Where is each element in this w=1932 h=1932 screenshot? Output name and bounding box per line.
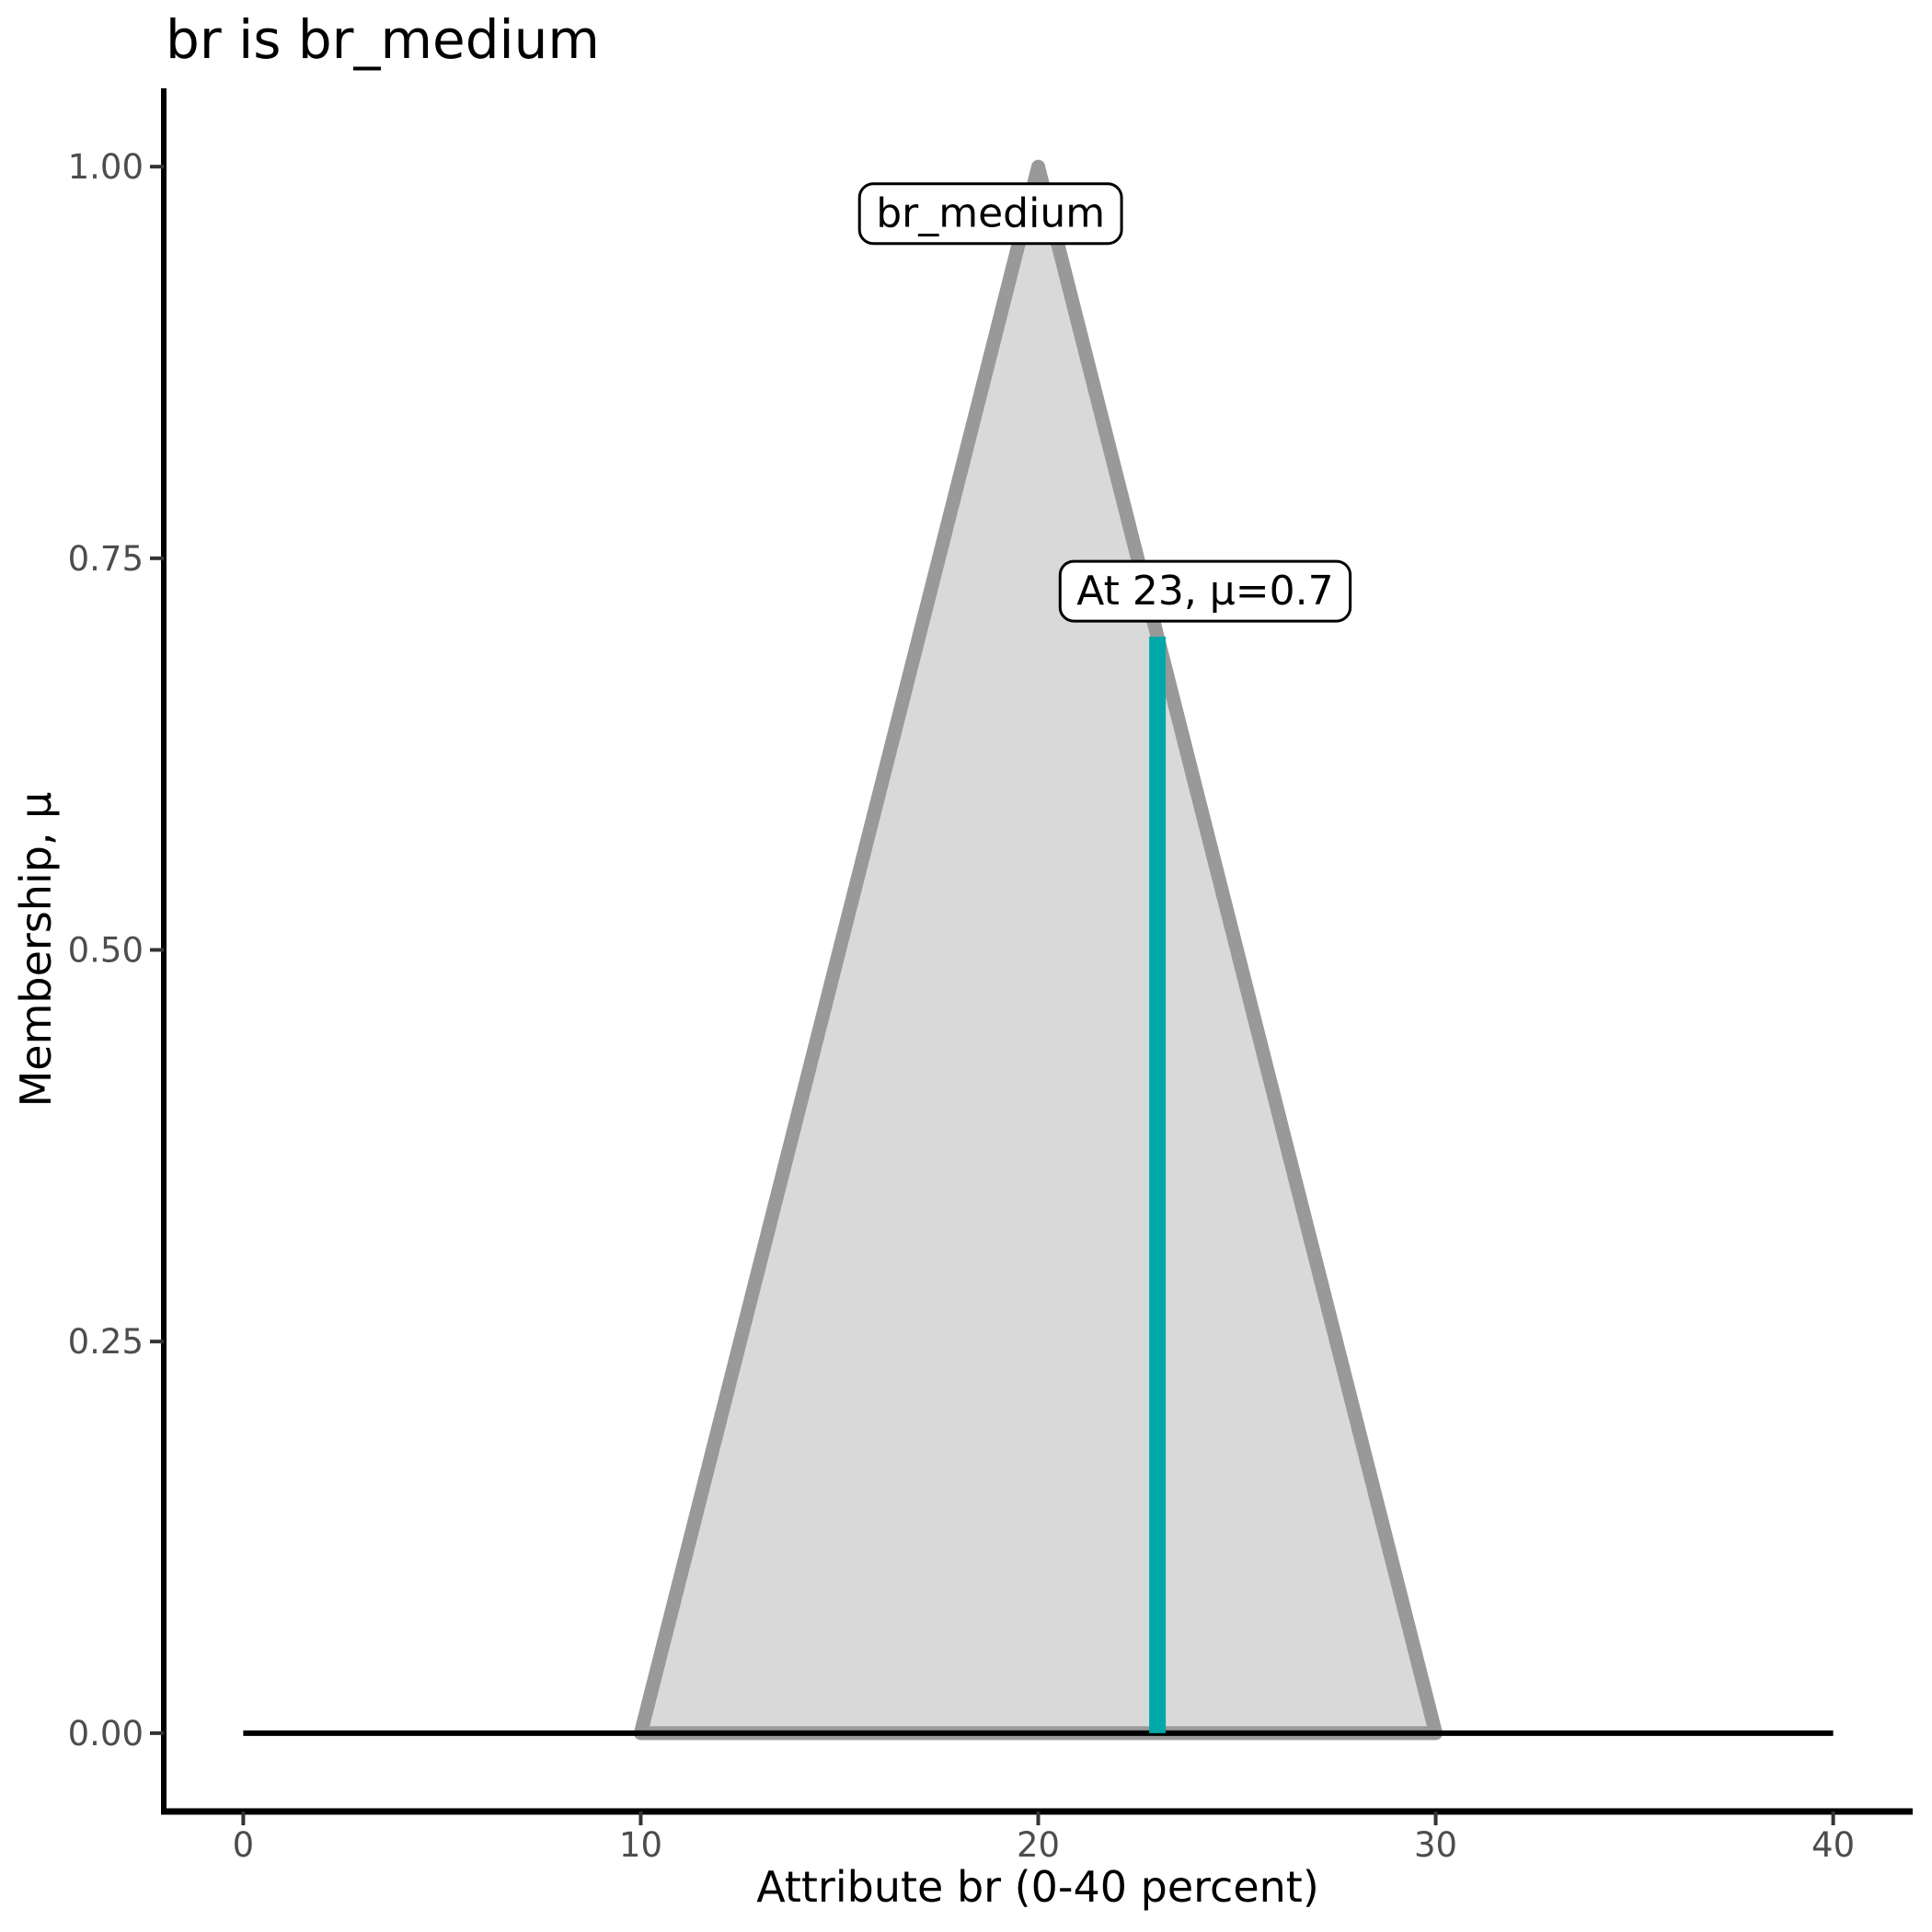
membership-function-layer: [243, 159, 1834, 1741]
x-tick-label: 30: [1414, 1825, 1457, 1865]
crisp-value-label-text: At 23, μ=0.7: [1076, 568, 1333, 615]
y-tick-label: 0.25: [68, 1322, 144, 1362]
y-axis-title: Membership, μ: [11, 792, 61, 1108]
x-tick-label: 20: [1017, 1825, 1060, 1865]
x-axis-title: Attribute br (0-40 percent): [756, 1862, 1319, 1912]
axis-layer: 0.00 0.25 0.50 0.75 1.00 0 10 20 30 40: [68, 88, 1913, 1865]
plot-title: br is br_medium: [166, 8, 600, 71]
y-tick-label: 0.75: [68, 539, 144, 579]
x-tick-label: 0: [233, 1825, 255, 1865]
y-tick-label: 1.00: [68, 147, 144, 187]
y-tick-label: 0.50: [68, 930, 144, 970]
mf-area-br_medium: [633, 159, 1443, 1741]
x-tick-label: 40: [1811, 1825, 1855, 1865]
y-tick-label: 0.00: [68, 1714, 144, 1754]
crisp-value-label: At 23, μ=0.7: [1058, 559, 1352, 623]
x-tick-label: 10: [619, 1825, 662, 1865]
mf-name-label: br_medium: [857, 182, 1123, 246]
mf-name-label-box: [857, 182, 1123, 246]
mf-name-label-text: br_medium: [876, 190, 1105, 237]
crisp-value-label-box: [1058, 559, 1352, 623]
